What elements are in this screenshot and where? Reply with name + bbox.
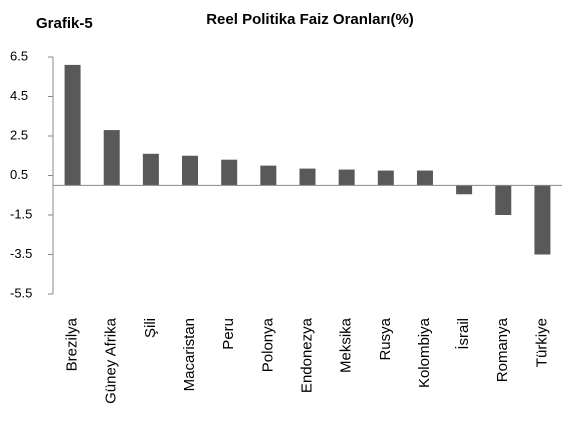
x-tick-label: Endonezya bbox=[298, 317, 315, 393]
y-tick-label: -3.5 bbox=[10, 246, 32, 261]
bar bbox=[221, 159, 238, 186]
y-tick-label: 2.5 bbox=[10, 127, 28, 142]
bar bbox=[377, 170, 394, 186]
bar bbox=[456, 185, 473, 195]
chart-annotation: Grafik-5 bbox=[36, 15, 93, 32]
x-tick-label: Şili bbox=[142, 318, 159, 338]
y-tick-label: 4.5 bbox=[10, 88, 28, 103]
bar bbox=[260, 165, 277, 186]
chart-title: Reel Politika Faiz Oranları(%) bbox=[206, 11, 414, 28]
bar bbox=[64, 64, 81, 186]
x-tick-label: Meksika bbox=[338, 317, 355, 373]
x-tick-label: Güney Afrika bbox=[103, 317, 120, 404]
x-tick-label: Türkiye bbox=[533, 318, 550, 367]
x-tick-label: Romanya bbox=[494, 317, 511, 382]
x-tick-label: Peru bbox=[220, 318, 237, 350]
bar bbox=[142, 153, 159, 186]
y-tick-label: 6.5 bbox=[10, 48, 28, 63]
y-tick-label: 0.5 bbox=[10, 167, 28, 182]
x-tick-label: İsrail bbox=[454, 318, 472, 350]
x-tick-label: Rusya bbox=[377, 317, 394, 360]
x-tick-label: Brezilya bbox=[64, 317, 81, 371]
x-tick-label: Polonya bbox=[259, 317, 276, 372]
bar bbox=[103, 130, 120, 186]
x-tick-label: Kolombiya bbox=[416, 317, 433, 388]
bar bbox=[534, 185, 551, 255]
bar bbox=[416, 170, 433, 186]
bar bbox=[182, 155, 199, 186]
bar bbox=[338, 169, 355, 186]
y-tick-label: -5.5 bbox=[10, 285, 32, 300]
x-tick-label: Macaristan bbox=[181, 318, 198, 391]
y-tick-label: -1.5 bbox=[10, 206, 32, 221]
bar bbox=[299, 168, 316, 186]
bar bbox=[495, 185, 512, 215]
